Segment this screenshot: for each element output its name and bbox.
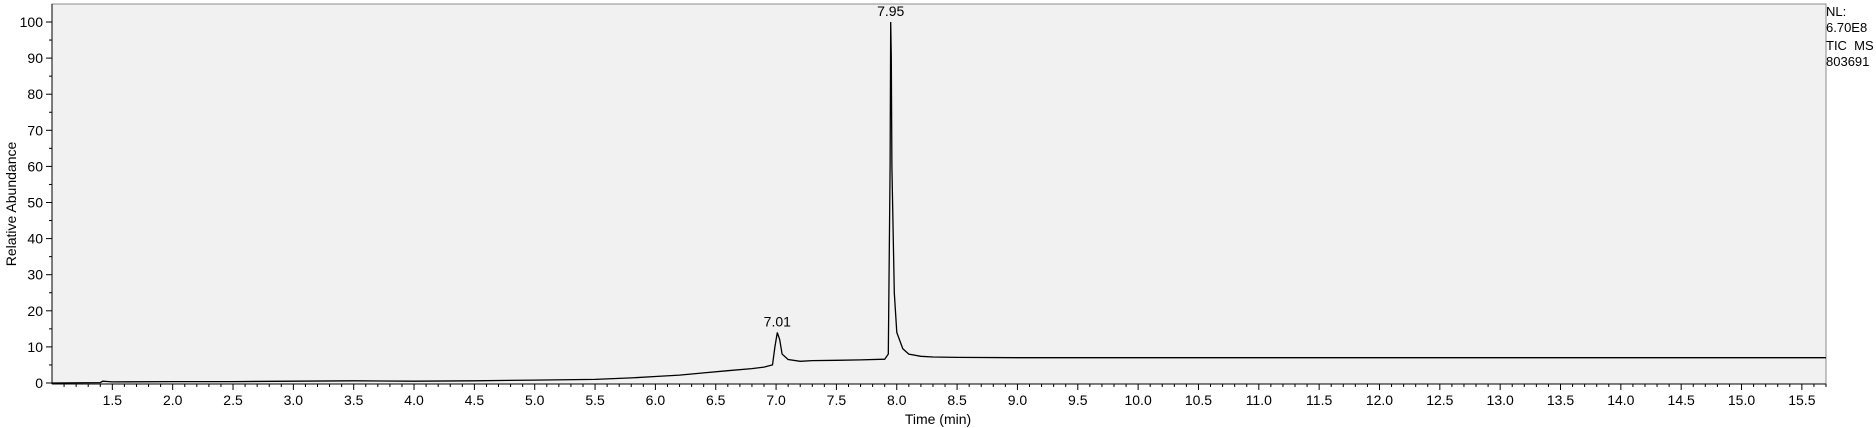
- y-tick-label: 0: [35, 375, 43, 391]
- y-axis: 0 10 20 30 40 50 60 70 80 90 100: [20, 4, 53, 391]
- y-tick-label: 40: [27, 231, 43, 247]
- x-tick-label: 3.5: [344, 392, 364, 408]
- peak-label: 7.01: [764, 313, 791, 329]
- x-tick-label: 7.0: [766, 392, 786, 408]
- x-tick-label: 2.5: [223, 392, 243, 408]
- x-tick-label: 10.5: [1185, 392, 1212, 408]
- normalization-label: NL:: [1826, 4, 1847, 19]
- x-tick-label: 1.5: [103, 392, 123, 408]
- x-tick-label: 11.5: [1306, 392, 1332, 408]
- y-tick-label: 100: [20, 14, 44, 30]
- peak-label: 7.95: [877, 3, 904, 19]
- x-axis: 1.5 2.0 2.5 3.0 3.5 4.0 4.5 5.0 5.5 6.0 6.5 7.0 7.5 8…: [52, 383, 1827, 408]
- y-tick-label: 30: [27, 267, 43, 283]
- y-tick-label: 10: [27, 339, 43, 355]
- y-tick-label: 70: [27, 122, 43, 138]
- x-tick-label: 13.0: [1487, 392, 1514, 408]
- x-tick-label: 9.5: [1068, 392, 1088, 408]
- x-tick-label: 6.5: [706, 392, 726, 408]
- x-tick-label: 14.0: [1607, 392, 1634, 408]
- x-tick-label: 8.5: [947, 392, 967, 408]
- y-tick-label: 90: [27, 50, 43, 66]
- x-axis-title: Time (min): [905, 411, 971, 427]
- x-tick-label: 8.0: [887, 392, 907, 408]
- x-tick-label: 15.5: [1788, 392, 1815, 408]
- x-tick-label: 10.0: [1124, 392, 1151, 408]
- y-tick-label: 80: [27, 86, 43, 102]
- file-id-label: 803691: [1826, 54, 1870, 69]
- y-tick-label: 50: [27, 195, 43, 211]
- x-tick-label: 5.5: [585, 392, 605, 408]
- x-tick-label: 14.5: [1668, 392, 1695, 408]
- x-tick-label: 12.0: [1366, 392, 1393, 408]
- x-tick-label: 2.0: [163, 392, 183, 408]
- x-tick-label: 11.0: [1246, 392, 1272, 408]
- y-tick-label: 60: [27, 158, 43, 174]
- x-tick-label: 9.0: [1008, 392, 1028, 408]
- y-tick-label: 20: [27, 303, 43, 319]
- x-tick-label: 6.0: [646, 392, 666, 408]
- x-tick-label: 4.5: [465, 392, 485, 408]
- x-tick-label: 4.0: [404, 392, 424, 408]
- x-tick-label: 12.5: [1426, 392, 1453, 408]
- tic-trace-line: [51, 21, 1826, 384]
- plot-area: [51, 3, 1827, 385]
- peak-labels: 7.01 7.95: [764, 3, 905, 329]
- x-tick-label: 15.0: [1728, 392, 1755, 408]
- x-tick-label: 3.0: [284, 392, 304, 408]
- scan-type-label: TIC MS: [1826, 38, 1874, 53]
- x-tick-label: 5.0: [525, 392, 545, 408]
- x-tick-label: 13.5: [1547, 392, 1574, 408]
- normalization-value: 6.70E8: [1826, 20, 1868, 35]
- x-tick-label: 7.5: [827, 392, 847, 408]
- y-axis-title: Relative Abundance: [3, 142, 19, 267]
